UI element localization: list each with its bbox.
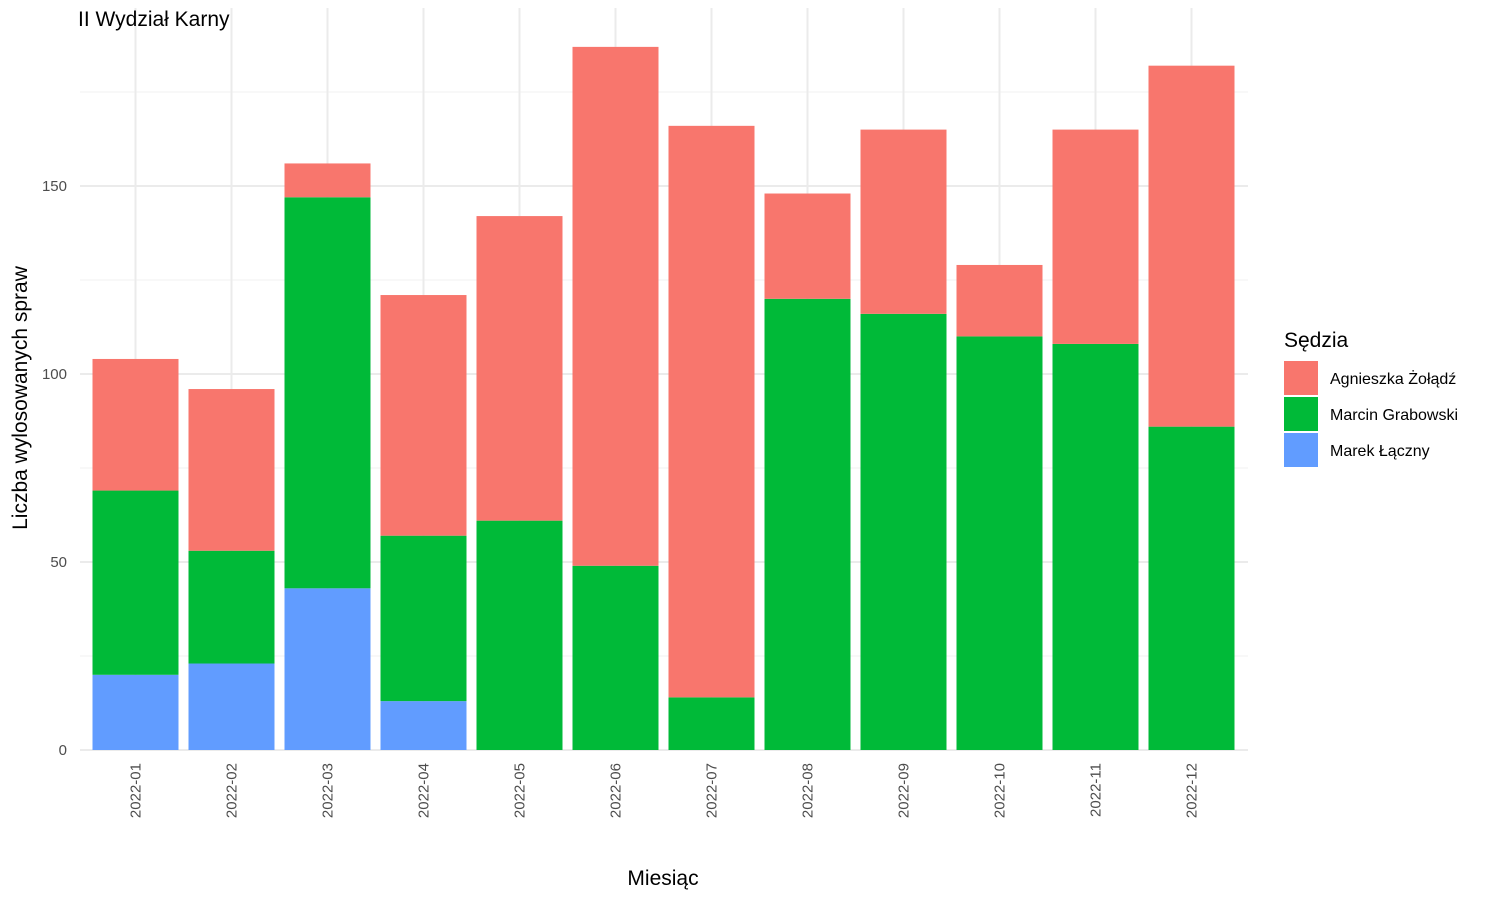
legend-swatch bbox=[1284, 361, 1318, 395]
legend-title: Sędzia bbox=[1284, 329, 1349, 352]
x-tick-label: 2022-03 bbox=[320, 763, 337, 818]
x-tick-label: 2022-05 bbox=[512, 763, 529, 818]
legend-label: Marcin Grabowski bbox=[1330, 407, 1458, 424]
bar-segment bbox=[188, 550, 275, 664]
bar-segment bbox=[284, 197, 371, 589]
x-tick-label: 2022-11 bbox=[1088, 763, 1105, 817]
bar-segment bbox=[284, 163, 371, 198]
legend-swatch bbox=[1284, 433, 1318, 467]
y-tick-label: 100 bbox=[42, 366, 67, 383]
x-tick-label: 2022-06 bbox=[608, 763, 625, 818]
chart-title: II Wydział Karny bbox=[78, 8, 230, 31]
bar-segment bbox=[380, 295, 467, 536]
bar-segment bbox=[668, 697, 755, 750]
x-tick-label: 2022-02 bbox=[224, 763, 241, 818]
bar-segment bbox=[380, 701, 467, 750]
legend-label: Agnieszka Żołądź bbox=[1330, 369, 1456, 388]
x-tick-label: 2022-08 bbox=[800, 763, 817, 818]
bar-segment bbox=[92, 358, 179, 491]
bar-segment bbox=[572, 46, 659, 566]
bar-segment bbox=[956, 264, 1043, 337]
bar-segment bbox=[1148, 65, 1235, 427]
bar-segment bbox=[188, 663, 275, 750]
legend-swatch bbox=[1284, 397, 1318, 431]
x-tick-label: 2022-12 bbox=[1184, 763, 1201, 818]
x-tick-label: 2022-01 bbox=[128, 763, 145, 818]
y-tick-label: 0 bbox=[59, 742, 67, 759]
y-tick-label: 150 bbox=[42, 178, 67, 195]
bar-segment bbox=[380, 535, 467, 702]
bar-segment bbox=[1052, 343, 1139, 750]
bars bbox=[92, 46, 1235, 750]
bar-segment bbox=[860, 313, 947, 750]
bar-segment bbox=[1148, 426, 1235, 750]
x-tick-label: 2022-04 bbox=[416, 763, 433, 818]
axes: 0 50 100 150 2022-01 2022-02 2022-03 2022-04 202… bbox=[42, 178, 1201, 818]
x-tick-label: 2022-10 bbox=[992, 763, 1009, 818]
bar-segment bbox=[476, 216, 563, 521]
bar-segment bbox=[764, 193, 851, 299]
bar-segment bbox=[1052, 129, 1139, 344]
bar-segment bbox=[956, 336, 1043, 750]
y-tick-label: 50 bbox=[50, 554, 67, 571]
x-tick-label: 2022-09 bbox=[896, 763, 913, 818]
x-axis-title: Miesiąc bbox=[627, 867, 698, 890]
bar-segment bbox=[92, 674, 179, 750]
bar-segment bbox=[764, 298, 851, 750]
legend-label: Marek Łączny bbox=[1330, 443, 1430, 460]
bar-segment bbox=[668, 125, 755, 698]
bar-segment bbox=[188, 389, 275, 551]
y-axis-title: Liczba wylosowanych spraw bbox=[9, 265, 32, 530]
legend: Sędzia Agnieszka Żołądź Marcin Grabowski M… bbox=[1284, 329, 1458, 467]
bar-segment bbox=[572, 565, 659, 750]
bar-segment bbox=[92, 490, 179, 675]
bar-segment bbox=[476, 520, 563, 750]
bar-segment bbox=[284, 588, 371, 750]
x-tick-label: 2022-07 bbox=[704, 763, 721, 818]
bar-segment bbox=[860, 129, 947, 314]
